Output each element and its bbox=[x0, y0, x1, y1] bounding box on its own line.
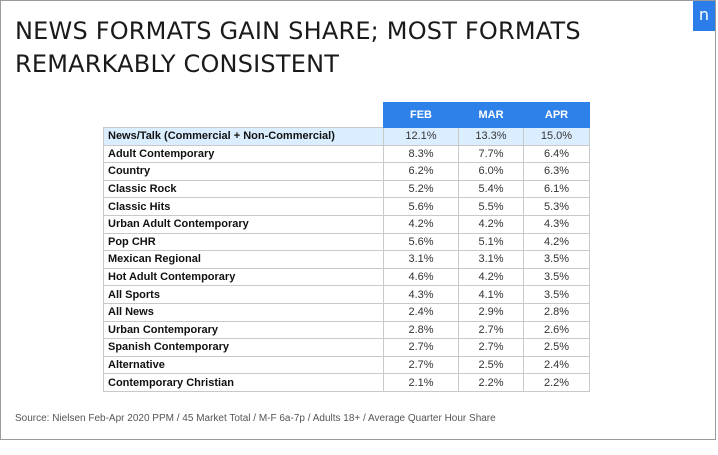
share-value-cell: 6.1% bbox=[523, 179, 590, 199]
column-header: APR bbox=[523, 102, 590, 128]
table-row: All Sports 4.3% 4.1% 3.5% bbox=[103, 285, 590, 304]
share-value-cell: 15.0% bbox=[523, 127, 590, 146]
slide-title: NEWS FORMATS GAIN SHARE; MOST FORMATS RE… bbox=[15, 15, 655, 81]
table-row: Hot Adult Contemporary 4.6% 4.2% 3.5% bbox=[103, 267, 590, 287]
share-value-cell: 4.1% bbox=[458, 285, 524, 304]
share-value-cell: 4.3% bbox=[523, 214, 590, 234]
share-value-cell: 4.2% bbox=[458, 267, 524, 287]
share-value-cell: 4.6% bbox=[383, 267, 459, 287]
format-name-cell: All News bbox=[103, 302, 384, 322]
table-row: News/Talk (Commercial + Non-Commercial) 1… bbox=[103, 127, 590, 146]
format-name-cell: Urban Adult Contemporary bbox=[103, 214, 384, 234]
share-value-cell: 6.4% bbox=[523, 144, 590, 164]
share-value-cell: 2.2% bbox=[458, 373, 524, 392]
share-value-cell: 3.1% bbox=[458, 250, 524, 269]
format-share-table: FEB MAR APR News/Talk (Commercial + Non-… bbox=[103, 102, 590, 392]
table-row: Alternative 2.7% 2.5% 2.4% bbox=[103, 355, 590, 375]
share-value-cell: 4.2% bbox=[458, 214, 524, 234]
table-row: Urban Contemporary 2.8% 2.7% 2.6% bbox=[103, 320, 590, 340]
share-value-cell: 2.8% bbox=[383, 320, 459, 340]
share-value-cell: 2.9% bbox=[458, 302, 524, 322]
format-name-cell: Country bbox=[103, 162, 384, 181]
table-row: Adult Contemporary 8.3% 7.7% 6.4% bbox=[103, 144, 590, 164]
format-name-cell: Pop CHR bbox=[103, 232, 384, 252]
share-value-cell: 5.1% bbox=[458, 232, 524, 252]
share-value-cell: 5.6% bbox=[383, 197, 459, 216]
share-value-cell: 13.3% bbox=[458, 127, 524, 146]
share-value-cell: 5.6% bbox=[383, 232, 459, 252]
share-value-cell: 2.8% bbox=[523, 302, 590, 322]
table-row: Contemporary Christian 2.1% 2.2% 2.2% bbox=[103, 373, 590, 392]
column-header: MAR bbox=[458, 102, 524, 128]
format-name-cell: All Sports bbox=[103, 285, 384, 304]
share-value-cell: 2.5% bbox=[458, 355, 524, 375]
share-value-cell: 3.5% bbox=[523, 285, 590, 304]
share-value-cell: 6.0% bbox=[458, 162, 524, 181]
title-line-2: REMARKABLY CONSISTENT bbox=[15, 50, 340, 78]
table-row: Mexican Regional 3.1% 3.1% 3.5% bbox=[103, 250, 590, 269]
title-line-1: NEWS FORMATS GAIN SHARE; MOST FORMATS bbox=[15, 17, 581, 45]
format-name-cell: Adult Contemporary bbox=[103, 144, 384, 164]
nielsen-logo-icon: n bbox=[693, 1, 715, 31]
share-value-cell: 2.4% bbox=[523, 355, 590, 375]
table-row: Urban Adult Contemporary 4.2% 4.2% 4.3% bbox=[103, 214, 590, 234]
format-name-cell: Hot Adult Contemporary bbox=[103, 267, 384, 287]
source-note: Source: Nielsen Feb-Apr 2020 PPM / 45 Ma… bbox=[15, 413, 496, 424]
header-blank-cell bbox=[103, 102, 384, 128]
table-row: All News 2.4% 2.9% 2.8% bbox=[103, 302, 590, 322]
share-value-cell: 5.4% bbox=[458, 179, 524, 199]
share-value-cell: 3.5% bbox=[523, 267, 590, 287]
share-value-cell: 2.7% bbox=[383, 338, 459, 357]
share-value-cell: 7.7% bbox=[458, 144, 524, 164]
share-value-cell: 2.7% bbox=[383, 355, 459, 375]
table-row: Spanish Contemporary 2.7% 2.7% 2.5% bbox=[103, 338, 590, 357]
share-value-cell: 3.5% bbox=[523, 250, 590, 269]
share-value-cell: 2.4% bbox=[383, 302, 459, 322]
share-value-cell: 12.1% bbox=[383, 127, 459, 146]
table-row: Pop CHR 5.6% 5.1% 4.2% bbox=[103, 232, 590, 252]
share-value-cell: 2.2% bbox=[523, 373, 590, 392]
table-header-row: FEB MAR APR bbox=[103, 102, 590, 128]
table-body: News/Talk (Commercial + Non-Commercial) 1… bbox=[103, 127, 590, 392]
share-value-cell: 5.5% bbox=[458, 197, 524, 216]
column-header: FEB bbox=[383, 102, 459, 128]
format-name-cell: Spanish Contemporary bbox=[103, 338, 384, 357]
share-value-cell: 2.7% bbox=[458, 338, 524, 357]
share-value-cell: 8.3% bbox=[383, 144, 459, 164]
table-row: Classic Hits 5.6% 5.5% 5.3% bbox=[103, 197, 590, 216]
share-value-cell: 6.3% bbox=[523, 162, 590, 181]
share-value-cell: 2.7% bbox=[458, 320, 524, 340]
format-name-cell: Mexican Regional bbox=[103, 250, 384, 269]
share-value-cell: 2.5% bbox=[523, 338, 590, 357]
format-name-cell: Urban Contemporary bbox=[103, 320, 384, 340]
share-value-cell: 3.1% bbox=[383, 250, 459, 269]
format-name-cell: News/Talk (Commercial + Non-Commercial) bbox=[103, 127, 384, 146]
share-value-cell: 4.3% bbox=[383, 285, 459, 304]
share-value-cell: 4.2% bbox=[523, 232, 590, 252]
table-row: Country 6.2% 6.0% 6.3% bbox=[103, 162, 590, 181]
share-value-cell: 5.3% bbox=[523, 197, 590, 216]
format-name-cell: Classic Hits bbox=[103, 197, 384, 216]
format-name-cell: Classic Rock bbox=[103, 179, 384, 199]
table-row: Classic Rock 5.2% 5.4% 6.1% bbox=[103, 179, 590, 199]
share-value-cell: 2.1% bbox=[383, 373, 459, 392]
format-name-cell: Alternative bbox=[103, 355, 384, 375]
slide: n NEWS FORMATS GAIN SHARE; MOST FORMATS … bbox=[0, 0, 716, 440]
format-name-cell: Contemporary Christian bbox=[103, 373, 384, 392]
share-value-cell: 2.6% bbox=[523, 320, 590, 340]
share-value-cell: 6.2% bbox=[383, 162, 459, 181]
share-value-cell: 4.2% bbox=[383, 214, 459, 234]
share-value-cell: 5.2% bbox=[383, 179, 459, 199]
